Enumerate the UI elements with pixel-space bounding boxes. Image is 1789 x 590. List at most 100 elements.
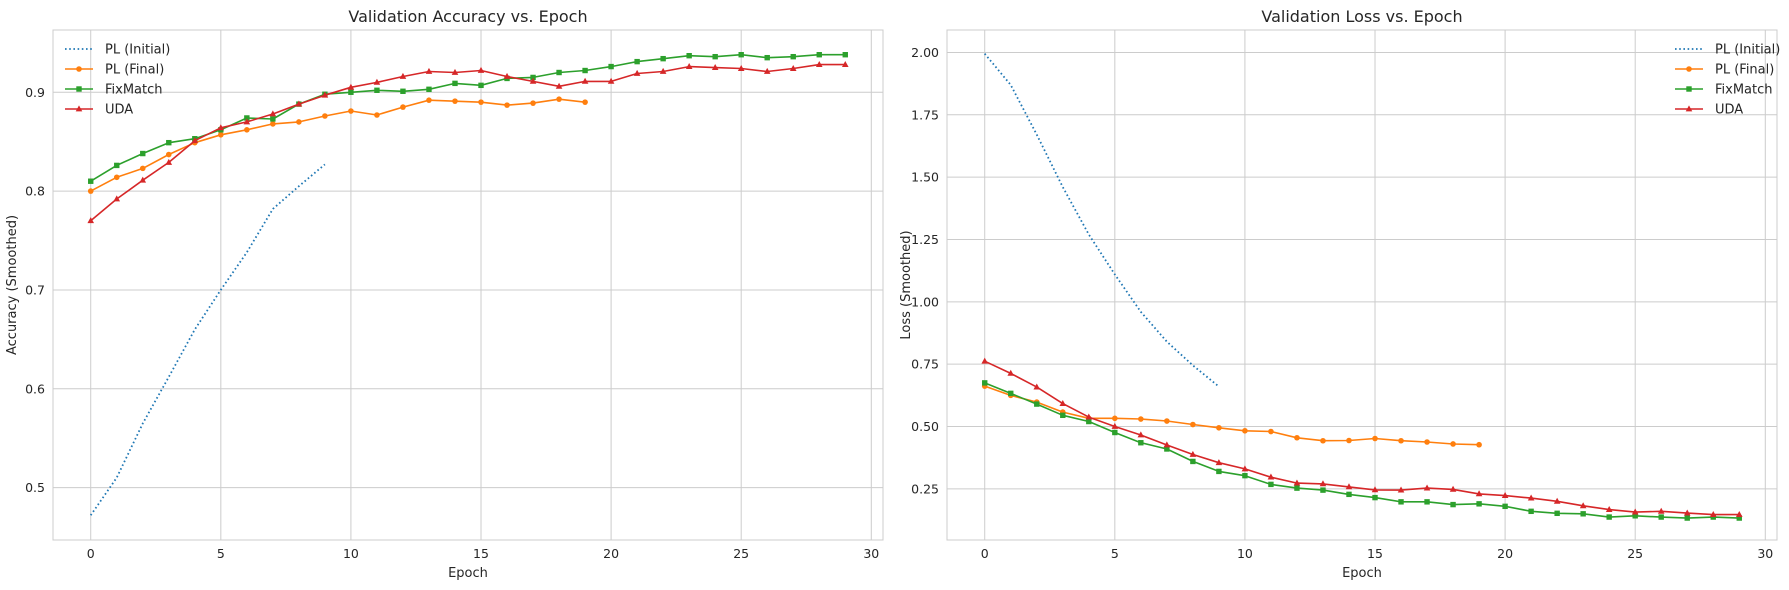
loss-point-fixmatch: [1242, 472, 1248, 479]
loss-point-fixmatch: [1320, 487, 1326, 493]
accuracy-point-pl-final: [582, 99, 588, 105]
loss-point-uda: [1475, 490, 1483, 497]
accuracy-point-pl-final: [139, 165, 146, 172]
accuracy-legend-label-pl-initial: PL (Initial): [105, 43, 170, 58]
accuracy-point-uda: [633, 69, 641, 76]
accuracy-point-uda: [165, 158, 173, 165]
loss-point-fixmatch: [1190, 458, 1196, 465]
loss-point-uda: [1683, 509, 1691, 516]
loss-point-uda: [1085, 413, 1093, 420]
loss-point-fixmatch: [1086, 418, 1092, 425]
accuracy-point-fixmatch: [816, 52, 822, 58]
loss-legend-marker-fixmatch: [1686, 86, 1692, 92]
accuracy-point-uda: [477, 66, 485, 73]
loss-point-fixmatch: [1138, 440, 1144, 446]
accuracy-point-uda: [373, 78, 381, 85]
accuracy-point-pl-final: [504, 102, 510, 108]
loss-point-fixmatch: [1580, 511, 1586, 517]
loss-point-uda: [1397, 486, 1405, 493]
loss-point-fixmatch: [1684, 515, 1690, 521]
loss-point-uda: [1163, 441, 1171, 448]
loss-x-axis-label: Epoch: [1342, 566, 1382, 581]
loss-point-pl-final: [1138, 416, 1144, 422]
accuracy-x-axis-label: Epoch: [448, 566, 488, 581]
loss-point-fixmatch: [1268, 481, 1274, 488]
accuracy-chart: 0 5 10 15 20 25 30 0.5 0.6 0.7 0.8 0.9 Validation Ac…: [5, 7, 884, 581]
accuracy-point-pl-final: [530, 100, 536, 106]
loss-point-fixmatch: [1008, 390, 1014, 397]
accuracy-point-uda: [113, 195, 121, 202]
loss-point-pl-final: [1216, 424, 1222, 431]
accuracy-point-fixmatch: [738, 52, 744, 58]
accuracy-point-uda: [191, 137, 199, 144]
loss-legend-label-pl-initial: PL (Initial): [1715, 43, 1780, 58]
loss-plot-area: [947, 30, 1777, 540]
loss-point-fixmatch: [1346, 491, 1352, 498]
accuracy-series-pl-initial: [89, 163, 326, 516]
accuracy-x-tick-label: 15: [473, 546, 489, 561]
accuracy-point-fixmatch: [790, 53, 796, 60]
accuracy-point-uda: [685, 62, 693, 69]
accuracy-point-fixmatch: [582, 67, 588, 74]
accuracy-point-pl-final: [270, 121, 276, 127]
accuracy-y-tick-label: 0.5: [25, 480, 45, 495]
accuracy-point-uda: [503, 72, 511, 79]
accuracy-y-tick-label: 0.9: [25, 85, 45, 100]
accuracy-point-pl-final: [296, 119, 302, 125]
loss-point-fixmatch: [1424, 499, 1430, 505]
loss-point-fixmatch: [1554, 510, 1560, 517]
loss-point-uda: [1631, 508, 1639, 515]
loss-point-uda: [1033, 383, 1041, 390]
loss-point-uda: [1059, 399, 1067, 406]
loss-point-uda: [1657, 507, 1665, 514]
loss-series-pl-initial: [984, 53, 1220, 388]
loss-x-tick-label: 10: [1237, 546, 1253, 561]
accuracy-x-tick-label: 30: [863, 546, 879, 561]
accuracy-point-fixmatch: [478, 82, 484, 89]
loss-y-tick-label: 1.25: [911, 232, 939, 247]
accuracy-point-pl-final: [426, 97, 432, 103]
accuracy-point-uda: [217, 124, 225, 131]
accuracy-series-pl-final: [87, 96, 588, 194]
accuracy-point-uda: [295, 100, 303, 107]
accuracy-x-tick-label: 20: [603, 546, 619, 561]
accuracy-point-uda: [789, 64, 797, 71]
loss-x-tick-label: 0: [981, 546, 989, 561]
loss-point-pl-final: [1164, 418, 1170, 424]
accuracy-line-pl-final: [90, 98, 586, 192]
accuracy-point-uda: [555, 82, 563, 89]
loss-legend-label-uda: UDA: [1715, 103, 1743, 118]
loss-point-fixmatch: [1658, 514, 1664, 520]
accuracy-point-uda: [607, 77, 615, 84]
loss-y-tick-label: 0.25: [911, 481, 939, 496]
accuracy-point-uda: [347, 83, 355, 90]
loss-point-pl-final: [1346, 437, 1352, 444]
accuracy-point-fixmatch: [660, 55, 666, 62]
loss-point-uda: [1345, 483, 1353, 490]
loss-y-tick-label: 1.00: [911, 294, 939, 309]
accuracy-y-axis-label: Accuracy (Smoothed): [5, 215, 20, 355]
accuracy-point-fixmatch: [634, 58, 640, 65]
loss-point-uda: [1319, 480, 1327, 487]
loss-point-fixmatch: [1398, 499, 1404, 505]
loss-point-uda: [1267, 473, 1275, 480]
accuracy-point-pl-final: [165, 151, 172, 158]
accuracy-point-uda: [425, 67, 433, 74]
loss-point-pl-final: [1398, 437, 1404, 444]
loss-legend-label-fixmatch: FixMatch: [1715, 83, 1773, 98]
loss-point-uda: [1241, 465, 1249, 472]
accuracy-point-uda: [529, 77, 537, 84]
accuracy-point-pl-final: [322, 113, 328, 119]
accuracy-line-pl-initial: [89, 163, 326, 516]
accuracy-point-fixmatch: [166, 139, 172, 146]
accuracy-point-uda: [321, 91, 329, 98]
loss-point-pl-final: [1242, 427, 1248, 434]
loss-chart: 0 5 10 15 20 25 30 0.25 0.50 0.75 1.00 1.25 1.50 1.75…: [899, 7, 1780, 581]
loss-point-uda: [1371, 486, 1379, 493]
loss-point-pl-final: [1112, 415, 1118, 422]
loss-point-pl-final: [1268, 428, 1274, 435]
accuracy-point-uda: [139, 176, 147, 183]
accuracy-point-fixmatch: [530, 74, 536, 81]
loss-line-fixmatch: [984, 382, 1740, 519]
accuracy-point-uda: [711, 63, 719, 70]
